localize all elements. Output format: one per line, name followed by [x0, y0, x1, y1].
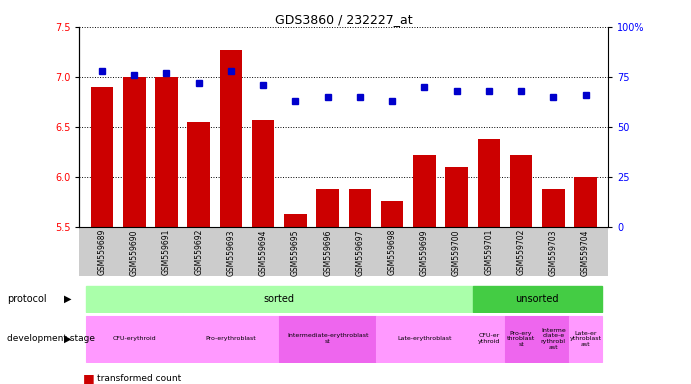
- Bar: [182, 316, 279, 362]
- Text: CFU-er
ythroid: CFU-er ythroid: [477, 333, 500, 344]
- Text: GSM559696: GSM559696: [323, 229, 332, 276]
- Text: GSM559700: GSM559700: [452, 229, 461, 276]
- Text: Late-erythroblast: Late-erythroblast: [397, 336, 452, 341]
- Text: GSM559694: GSM559694: [258, 229, 267, 276]
- Text: unsorted: unsorted: [515, 293, 559, 304]
- Bar: [477, 139, 500, 227]
- Bar: [316, 189, 339, 227]
- Bar: [413, 155, 435, 227]
- Text: GSM559689: GSM559689: [97, 229, 106, 275]
- Bar: [86, 286, 473, 311]
- Text: ▶: ▶: [64, 334, 71, 344]
- Text: Late-er
ythroblast
ast: Late-er ythroblast ast: [569, 331, 602, 347]
- Bar: [91, 87, 113, 227]
- Title: GDS3860 / 232227_at: GDS3860 / 232227_at: [275, 13, 413, 26]
- Bar: [123, 77, 146, 227]
- Bar: [381, 200, 404, 227]
- Bar: [376, 316, 473, 362]
- Text: Interme
diate-e
rythrobl
ast: Interme diate-e rythrobl ast: [541, 328, 566, 350]
- Bar: [187, 122, 210, 227]
- Bar: [348, 189, 371, 227]
- Text: GSM559693: GSM559693: [227, 229, 236, 276]
- Text: GSM559699: GSM559699: [420, 229, 429, 276]
- Bar: [445, 167, 468, 227]
- Text: ■: ■: [83, 372, 95, 384]
- Text: GSM559692: GSM559692: [194, 229, 203, 275]
- Text: GSM559703: GSM559703: [549, 229, 558, 276]
- Text: transformed count: transformed count: [97, 374, 181, 383]
- Text: Pro-erythroblast: Pro-erythroblast: [206, 336, 256, 341]
- Bar: [537, 316, 569, 362]
- Text: CFU-erythroid: CFU-erythroid: [113, 336, 156, 341]
- Text: protocol: protocol: [7, 293, 46, 304]
- Text: GSM559704: GSM559704: [581, 229, 590, 276]
- Bar: [510, 155, 532, 227]
- Text: GSM559701: GSM559701: [484, 229, 493, 275]
- Bar: [220, 50, 243, 227]
- Text: ▶: ▶: [64, 293, 71, 304]
- Text: GSM559697: GSM559697: [355, 229, 364, 276]
- Text: Pro-ery
throblast
st: Pro-ery throblast st: [507, 331, 535, 347]
- Bar: [505, 316, 537, 362]
- Text: sorted: sorted: [264, 293, 295, 304]
- Text: GSM559698: GSM559698: [388, 229, 397, 275]
- Text: GSM559695: GSM559695: [291, 229, 300, 276]
- Text: GSM559690: GSM559690: [130, 229, 139, 276]
- Bar: [569, 316, 602, 362]
- Bar: [574, 177, 597, 227]
- Bar: [473, 286, 602, 311]
- Text: development stage: development stage: [7, 334, 95, 343]
- Bar: [252, 120, 274, 227]
- Text: GSM559702: GSM559702: [517, 229, 526, 275]
- Bar: [473, 316, 505, 362]
- Text: GSM559691: GSM559691: [162, 229, 171, 275]
- Bar: [86, 316, 182, 362]
- Text: Intermediate-erythroblast
st: Intermediate-erythroblast st: [287, 333, 368, 344]
- Bar: [155, 77, 178, 227]
- Bar: [542, 189, 565, 227]
- Bar: [284, 214, 307, 227]
- Bar: [279, 316, 376, 362]
